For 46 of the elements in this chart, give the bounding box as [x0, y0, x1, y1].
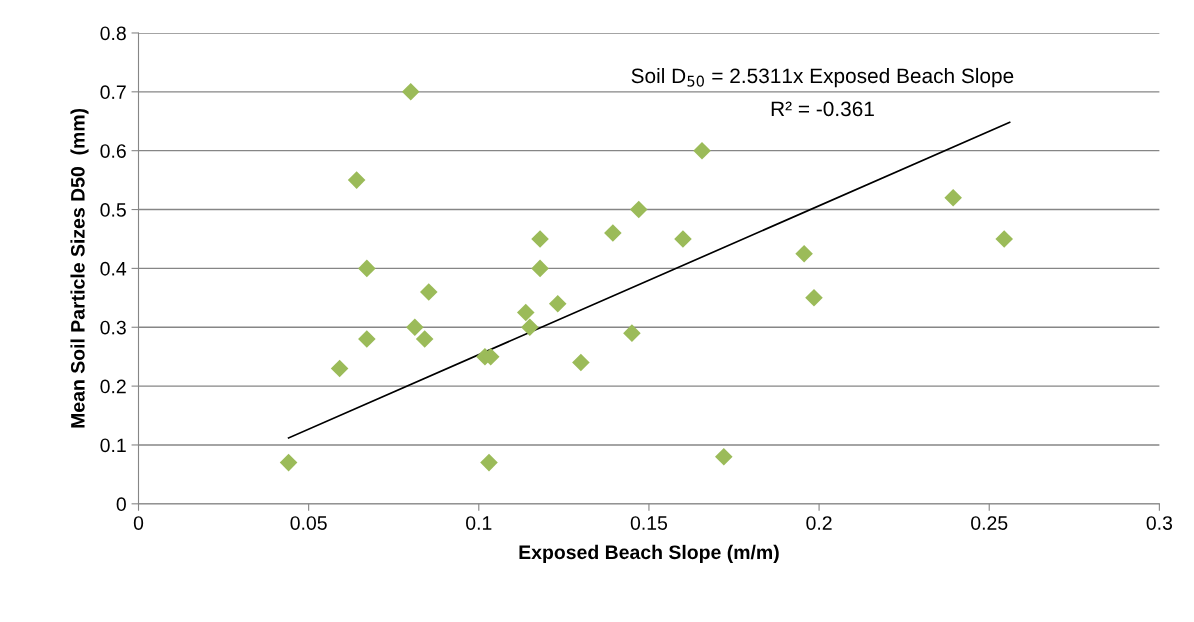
point	[693, 141, 711, 160]
x-tick-label: 0.05	[290, 516, 327, 530]
point	[521, 318, 539, 337]
point	[531, 259, 549, 278]
point	[623, 324, 641, 342]
point	[480, 453, 498, 472]
x-tick-label: 0.15	[630, 516, 668, 530]
x-tick-label: 0.2	[806, 516, 832, 530]
point	[548, 294, 567, 313]
point	[401, 83, 420, 101]
y-tick-label: 0.2	[100, 379, 126, 394]
y-tick-label: 0.7	[100, 85, 126, 100]
point	[715, 447, 733, 466]
point	[347, 171, 366, 189]
point	[674, 230, 692, 248]
point	[572, 353, 590, 372]
x-tick-label: 0.3	[1146, 516, 1173, 530]
y-tick-label: 0.1	[100, 438, 126, 453]
point	[516, 303, 535, 322]
point	[604, 224, 622, 242]
point	[944, 188, 962, 207]
point	[279, 453, 298, 472]
annotation: R² = -0.361	[771, 101, 874, 117]
point	[406, 318, 424, 337]
x-tick-label: 0	[133, 516, 144, 530]
y-tick-label: 0.8	[100, 26, 126, 41]
y-axis-title: Mean Soil Particle Sizes D50 (mm)	[70, 108, 89, 428]
y-tick-label: 0.3	[100, 320, 126, 335]
point	[795, 244, 813, 263]
point	[330, 359, 349, 378]
point	[358, 259, 376, 278]
y-tick-label: 0	[116, 497, 126, 512]
y-tick-label: 0.5	[100, 203, 126, 217]
point	[419, 283, 438, 301]
x-tick-label: 0.1	[466, 516, 492, 530]
y-tick-label: 0.6	[100, 144, 126, 158]
point	[415, 330, 434, 348]
x-tick-label: 0.25	[971, 516, 1008, 530]
point	[358, 330, 376, 348]
point	[531, 230, 549, 248]
point	[995, 230, 1013, 248]
point	[805, 289, 823, 307]
x-axis-title: Exposed Beach Slope (m/m)	[519, 544, 779, 563]
point	[629, 200, 648, 219]
annotation: Soil D$_{50}$ = 2.5311x Exposed Beach Slope	[631, 67, 1014, 88]
y-tick-label: 0.4	[100, 261, 127, 276]
